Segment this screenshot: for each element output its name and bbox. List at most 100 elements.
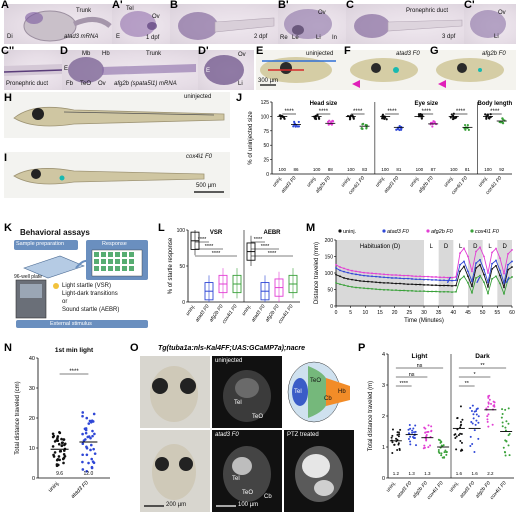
data-point — [355, 273, 357, 276]
data-point — [435, 279, 437, 281]
embryo-head-drawing — [284, 9, 332, 39]
data-point — [352, 117, 355, 120]
panel-g: afg2b F0 — [430, 50, 516, 90]
panel-letter-c: C — [346, 0, 354, 11]
data-point — [443, 284, 445, 287]
data-point — [456, 428, 459, 431]
y-axis-label: % of startle response — [168, 237, 174, 294]
y-tick-label: 150 — [325, 255, 334, 261]
dark-label: D — [473, 244, 478, 250]
data-point — [470, 410, 473, 413]
data-point — [391, 282, 393, 285]
label-trunk: Trunk — [146, 51, 162, 57]
data-point — [507, 422, 510, 425]
group-label: Head size — [310, 101, 338, 107]
data-point — [431, 284, 433, 287]
mean-label: 100 — [450, 167, 458, 172]
data-point — [472, 413, 475, 416]
stimulus-1: Light startle (VSR) — [62, 283, 112, 289]
data-point — [503, 286, 505, 289]
data-point — [499, 257, 501, 260]
data-point — [511, 276, 513, 278]
group-label: Light — [412, 353, 429, 360]
data-point — [423, 278, 425, 281]
chart-j-svg: 0 25 50 75 100 125 % of uninjected size Head si… — [248, 100, 513, 196]
y-tick-label: 100 — [325, 271, 334, 277]
panel-letter-b-prime: B' — [278, 0, 289, 11]
data-point — [395, 282, 397, 285]
data-point — [433, 120, 436, 123]
schematic-drawing — [15, 249, 148, 328]
data-point — [360, 127, 363, 130]
label-li: Li — [316, 35, 321, 41]
data-point — [348, 118, 352, 121]
data-point — [379, 276, 381, 278]
data-point — [511, 266, 513, 268]
arrow-marker — [446, 276, 452, 284]
data-point — [423, 283, 425, 286]
y-tick-label: 50 — [327, 288, 333, 294]
data-point — [387, 282, 389, 284]
legend-label: cox4i1 F0 — [475, 229, 500, 235]
data-point — [399, 282, 401, 285]
data-point — [363, 287, 365, 290]
stimulus-or: or — [62, 299, 68, 305]
x-tick-label: 25 — [407, 310, 413, 316]
data-point — [463, 275, 465, 278]
data-point — [279, 114, 282, 117]
data-point — [423, 444, 426, 447]
mean-label: 12.0 — [84, 471, 94, 477]
data-point — [495, 264, 497, 267]
panel-letter-p: P — [358, 342, 366, 354]
data-point — [495, 259, 497, 262]
mean-label: 100 — [484, 167, 492, 172]
x-tick-label: 55 — [495, 310, 501, 316]
data-point — [343, 270, 345, 273]
data-point — [415, 275, 417, 278]
label-li: Li — [494, 34, 499, 40]
data-point — [85, 416, 89, 420]
data-point — [414, 430, 417, 433]
y-tick-label: 40 — [29, 356, 35, 362]
panel-a: Trunk Di atad3 mRNA — [4, 4, 112, 44]
data-point — [491, 262, 493, 265]
data-point — [472, 417, 475, 420]
data-point — [447, 276, 449, 279]
sig-label: **** — [399, 381, 408, 387]
data-point — [467, 282, 469, 284]
group-label: Dark — [475, 353, 490, 360]
data-point — [339, 283, 341, 286]
chart-title: 1st min light — [55, 347, 94, 354]
mean-label: 83 — [362, 167, 368, 172]
o-fluor-uninj: uninjected Tel TeO — [212, 356, 282, 428]
data-point — [296, 125, 299, 128]
panel-c-double-prime: Pronephric duct — [4, 50, 62, 90]
data-point — [396, 449, 399, 452]
data-point — [451, 291, 453, 294]
data-point — [441, 456, 444, 459]
data-point — [487, 413, 490, 416]
mean-label: 1.6 — [471, 471, 478, 476]
x-tick-label: uninj. — [272, 175, 284, 188]
y-tick-label: 10 — [29, 446, 35, 452]
legend-label: uninj. — [343, 229, 357, 235]
sig-label: * — [474, 372, 477, 378]
data-point — [359, 271, 361, 273]
response-label: Response — [102, 241, 127, 247]
data-point — [317, 116, 320, 120]
x-tick-label: uninj. — [409, 175, 421, 188]
data-point — [395, 277, 397, 279]
data-point — [81, 432, 84, 436]
data-point — [56, 457, 60, 461]
sig-label: **** — [268, 251, 277, 257]
data-point — [487, 395, 490, 398]
data-point — [335, 267, 337, 269]
y-tick-label: 100 — [261, 114, 270, 120]
mean-label: 100 — [313, 167, 321, 172]
sig-label: ** — [480, 363, 485, 369]
panel-title: uninjected — [184, 94, 212, 100]
data-point — [507, 444, 510, 447]
scale-bar-label: 100 µm — [238, 502, 259, 508]
data-point — [347, 285, 349, 288]
head-drawing — [204, 55, 244, 85]
